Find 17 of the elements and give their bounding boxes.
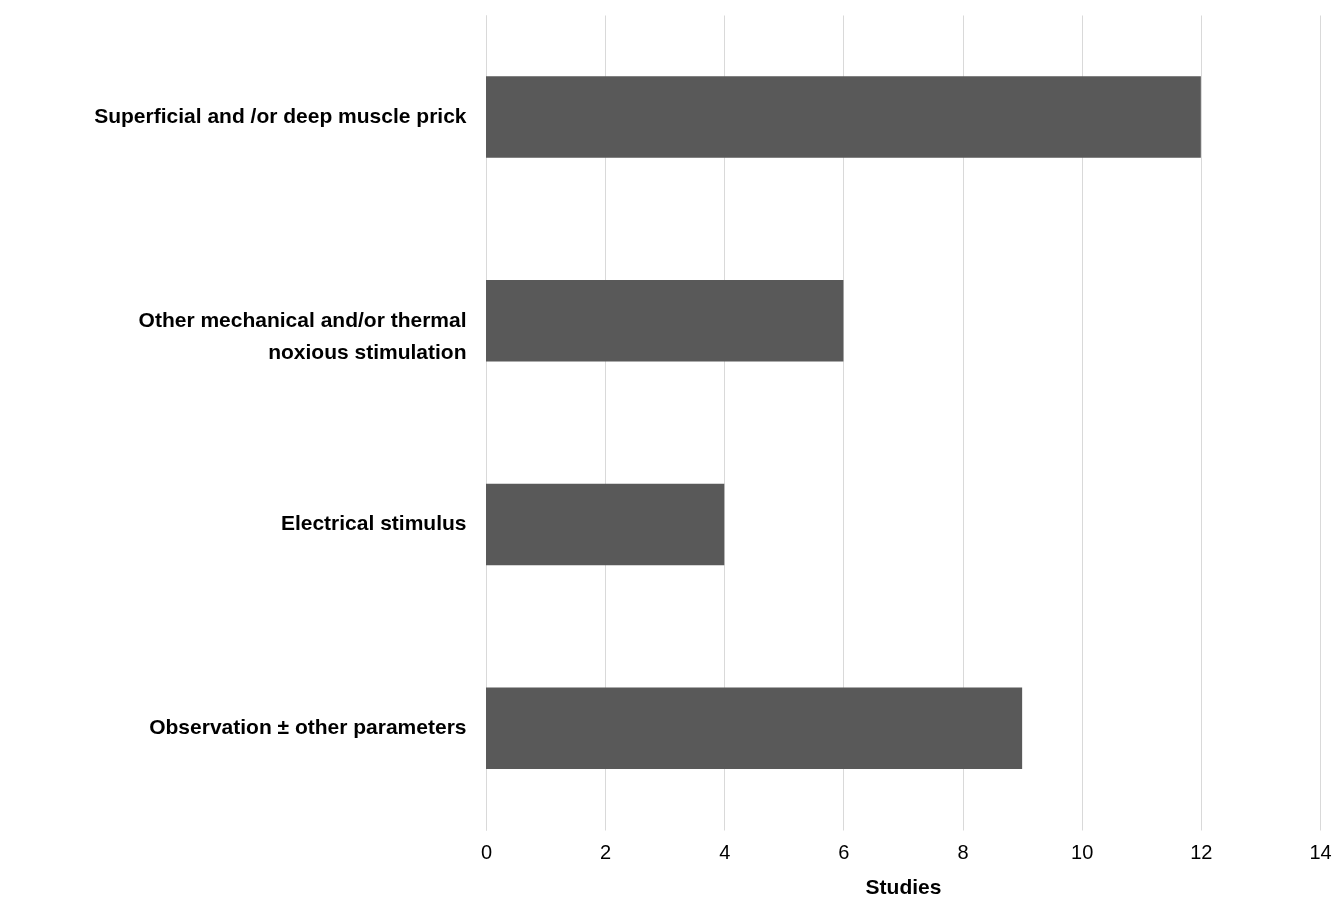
- x-tick-label: 14: [1309, 840, 1332, 863]
- y-tick-label: Other mechanical and/or thermal noxious stimulation: [138, 307, 467, 363]
- x-tick-label: 8: [957, 840, 969, 863]
- y-tick-label: Superficial and /or deep muscle prick: [94, 103, 467, 127]
- bar: [486, 76, 1201, 158]
- x-tick-label: 10: [1071, 840, 1094, 863]
- bar: [486, 483, 725, 566]
- y-tick-label: Electrical stimulus: [280, 511, 467, 535]
- x-tick-label: 6: [838, 840, 850, 863]
- x-tick-label: 4: [719, 840, 731, 863]
- bar: [486, 279, 844, 362]
- y-tick-label: Observation ± other parameters: [149, 715, 467, 739]
- bar: [486, 687, 1023, 769]
- x-tick-label: 2: [600, 840, 612, 863]
- x-tick-label: 0: [480, 840, 493, 863]
- x-axis-title: Studies: [865, 874, 942, 898]
- x-tick-label: 12: [1190, 840, 1213, 863]
